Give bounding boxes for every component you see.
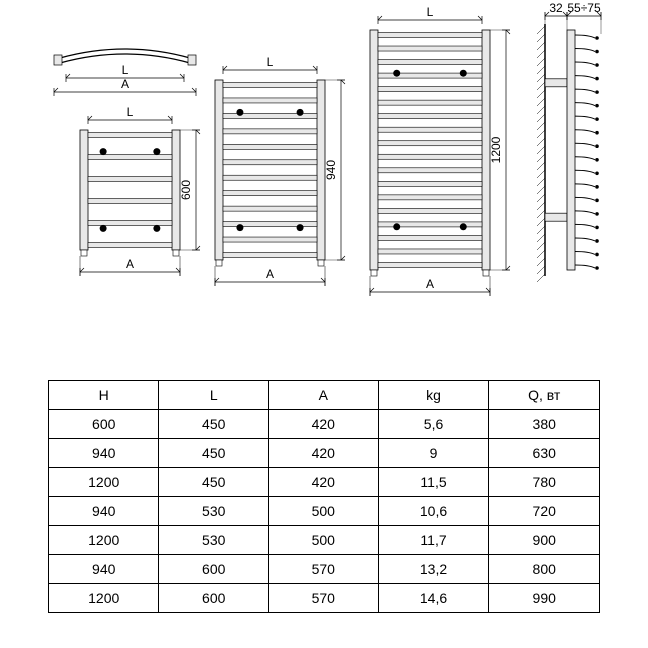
diagram-svg: LALA600LA940LA12003255÷75 xyxy=(0,0,648,340)
col-header: A xyxy=(269,381,379,410)
table-cell: 13,2 xyxy=(378,555,489,584)
table-cell: 800 xyxy=(489,555,600,584)
svg-text:A: A xyxy=(426,277,434,291)
table-cell: 600 xyxy=(159,555,269,584)
svg-text:55÷75: 55÷75 xyxy=(567,1,601,15)
svg-text:600: 600 xyxy=(179,180,193,200)
col-header: kg xyxy=(378,381,489,410)
table-cell: 900 xyxy=(489,526,600,555)
table-row: 120045042011,5780 xyxy=(49,468,600,497)
table-row: 94053050010,6720 xyxy=(49,497,600,526)
table-cell: 1200 xyxy=(49,526,159,555)
table-row: 120060057014,6990 xyxy=(49,584,600,613)
svg-text:L: L xyxy=(127,105,134,119)
svg-text:32: 32 xyxy=(549,1,563,15)
svg-text:940: 940 xyxy=(324,160,338,180)
table-cell: 450 xyxy=(159,410,269,439)
spec-table: HLAkgQ, вт 6004504205,638094045042096301… xyxy=(48,380,600,613)
svg-text:L: L xyxy=(267,55,274,69)
table-cell: 990 xyxy=(489,584,600,613)
svg-text:A: A xyxy=(121,77,129,91)
table-cell: 420 xyxy=(269,439,379,468)
table-cell: 630 xyxy=(489,439,600,468)
svg-text:A: A xyxy=(126,257,134,271)
technical-drawings: LALA600LA940LA12003255÷75 xyxy=(0,0,648,340)
col-header: Q, вт xyxy=(489,381,600,410)
table-cell: 10,6 xyxy=(378,497,489,526)
table-cell: 940 xyxy=(49,555,159,584)
table-row: 94060057013,2800 xyxy=(49,555,600,584)
table-cell: 380 xyxy=(489,410,600,439)
table-cell: 570 xyxy=(269,555,379,584)
table-cell: 420 xyxy=(269,410,379,439)
table-row: 120053050011,7900 xyxy=(49,526,600,555)
svg-text:L: L xyxy=(427,5,434,19)
table-cell: 530 xyxy=(159,526,269,555)
table-cell: 14,6 xyxy=(378,584,489,613)
table-cell: 5,6 xyxy=(378,410,489,439)
table-cell: 420 xyxy=(269,468,379,497)
table-cell: 450 xyxy=(159,468,269,497)
svg-text:A: A xyxy=(266,267,274,281)
table-cell: 1200 xyxy=(49,584,159,613)
table-cell: 940 xyxy=(49,497,159,526)
table-row: 6004504205,6380 xyxy=(49,410,600,439)
svg-text:1200: 1200 xyxy=(489,136,503,163)
table-cell: 600 xyxy=(49,410,159,439)
table-cell: 500 xyxy=(269,526,379,555)
table-cell: 450 xyxy=(159,439,269,468)
table-cell: 9 xyxy=(378,439,489,468)
table-cell: 11,7 xyxy=(378,526,489,555)
col-header: H xyxy=(49,381,159,410)
table-cell: 600 xyxy=(159,584,269,613)
table-cell: 940 xyxy=(49,439,159,468)
table-cell: 570 xyxy=(269,584,379,613)
table-cell: 720 xyxy=(489,497,600,526)
table-cell: 780 xyxy=(489,468,600,497)
svg-text:L: L xyxy=(122,63,129,77)
table-cell: 530 xyxy=(159,497,269,526)
table-cell: 500 xyxy=(269,497,379,526)
col-header: L xyxy=(159,381,269,410)
table-cell: 1200 xyxy=(49,468,159,497)
table-cell: 11,5 xyxy=(378,468,489,497)
table-row: 9404504209630 xyxy=(49,439,600,468)
